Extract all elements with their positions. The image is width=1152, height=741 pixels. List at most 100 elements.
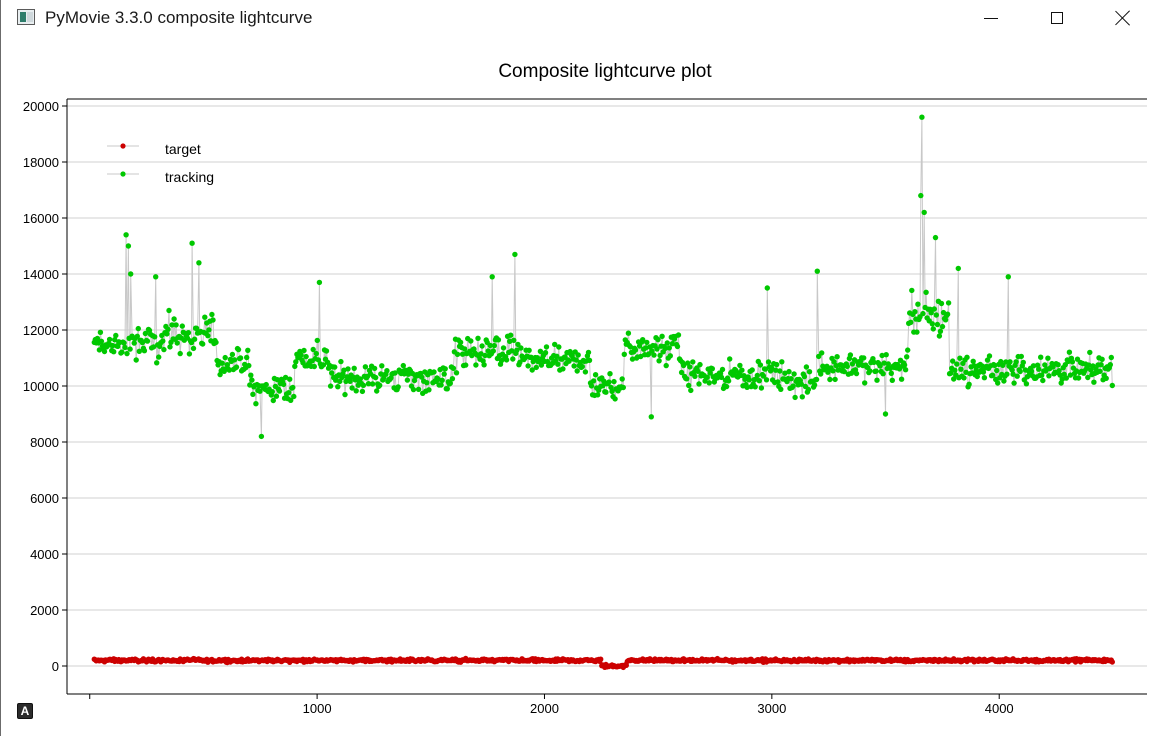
tracking-point bbox=[791, 371, 797, 377]
tracking-point bbox=[643, 345, 649, 351]
tracking-point bbox=[853, 370, 860, 377]
tracking-point bbox=[981, 375, 988, 381]
tracking-point bbox=[961, 375, 967, 381]
tracking-point bbox=[970, 358, 976, 364]
tracking-point bbox=[273, 393, 280, 399]
tracking-point bbox=[678, 369, 685, 376]
tracking-point bbox=[323, 348, 330, 354]
tracking-point bbox=[612, 396, 618, 402]
app-icon-panel-right bbox=[27, 12, 33, 22]
tracking-point bbox=[744, 384, 750, 390]
tracking-point bbox=[395, 384, 401, 390]
tracking-point bbox=[695, 368, 701, 374]
tracking-point bbox=[139, 339, 146, 346]
tracking-point bbox=[680, 362, 687, 369]
tracking-point bbox=[992, 362, 998, 369]
tracking-point bbox=[110, 342, 116, 349]
auto-range-button[interactable]: A bbox=[17, 703, 33, 719]
tracking-point bbox=[542, 350, 549, 356]
tracking-point bbox=[788, 376, 794, 382]
tracking-point bbox=[1017, 368, 1023, 375]
tracking-point bbox=[768, 365, 775, 371]
tracking-point bbox=[235, 346, 242, 353]
tracking-point bbox=[765, 359, 772, 365]
tracking-point bbox=[190, 345, 197, 352]
tracking-point bbox=[723, 383, 730, 390]
tracking-point bbox=[762, 366, 769, 372]
tracking-point bbox=[844, 363, 850, 370]
tracking-point bbox=[362, 364, 369, 370]
tracking-point bbox=[1067, 372, 1074, 378]
tracking-point bbox=[136, 348, 142, 354]
tracking-point bbox=[112, 337, 118, 343]
tracking-point bbox=[1010, 371, 1016, 377]
tracking-point bbox=[1109, 382, 1116, 389]
tracking-point bbox=[518, 345, 524, 351]
tracking-point bbox=[571, 363, 577, 369]
tracking-point bbox=[473, 362, 479, 368]
tracking-point bbox=[508, 332, 514, 338]
tracking-point bbox=[931, 306, 937, 312]
tracking-point bbox=[210, 317, 216, 323]
tracking-point bbox=[555, 361, 561, 367]
legend-target-label: target bbox=[165, 141, 201, 157]
tracking-point bbox=[879, 352, 885, 359]
tracking-point bbox=[1030, 363, 1037, 369]
tracking-point bbox=[131, 340, 137, 346]
title-bar[interactable]: PyMovie 3.3.0 composite lightcurve bbox=[1, 0, 1152, 36]
tracking-point bbox=[662, 345, 668, 352]
plot-widget[interactable]: Composite lightcurve plot 0 2000 4000 6000 8… bbox=[1, 36, 1152, 736]
tracking-point bbox=[958, 366, 964, 372]
tracking-point bbox=[329, 370, 335, 376]
tracking-point bbox=[782, 370, 788, 376]
y-tick-label: 14000 bbox=[23, 267, 59, 282]
tracking-point bbox=[830, 368, 836, 374]
tracking-connector-line bbox=[93, 117, 1113, 437]
y-tick-label: 4000 bbox=[30, 547, 59, 562]
target-point bbox=[1109, 659, 1116, 665]
legend[interactable]: target tracking bbox=[107, 141, 214, 185]
tracking-point bbox=[1040, 377, 1046, 384]
tracking-point bbox=[560, 366, 566, 372]
tracking-point bbox=[286, 390, 292, 396]
tracking-point bbox=[257, 388, 263, 394]
tracking-point bbox=[313, 350, 319, 357]
tracking-point bbox=[656, 358, 662, 364]
tracking-point bbox=[690, 359, 696, 365]
minimize-button[interactable] bbox=[968, 0, 1014, 36]
tracking-point bbox=[369, 381, 376, 387]
lightcurve-chart[interactable]: Composite lightcurve plot 0 2000 4000 6000 8… bbox=[1, 36, 1152, 736]
tracking-point bbox=[276, 388, 283, 394]
pymovie-app-icon[interactable] bbox=[17, 9, 35, 25]
tracking-point bbox=[202, 314, 208, 320]
tracking-point bbox=[811, 382, 818, 388]
tracking-point bbox=[651, 352, 657, 358]
close-button[interactable] bbox=[1100, 0, 1146, 36]
tracking-point bbox=[419, 374, 425, 380]
legend-tracking-marker bbox=[120, 171, 126, 177]
tracking-point bbox=[1003, 359, 1009, 365]
tracking-point bbox=[592, 372, 599, 378]
tracking-point bbox=[971, 363, 977, 369]
tracking-point bbox=[777, 368, 783, 374]
tracking-point bbox=[746, 377, 752, 383]
tracking-point bbox=[153, 274, 159, 280]
tracking-point bbox=[213, 339, 219, 346]
tracking-point bbox=[964, 354, 970, 360]
tracking-point bbox=[119, 349, 125, 355]
tracking-point bbox=[135, 325, 141, 332]
tracking-point bbox=[928, 310, 934, 316]
tracking-point bbox=[1011, 380, 1017, 386]
tracking-point bbox=[332, 364, 338, 370]
tracking-point bbox=[950, 358, 956, 364]
tracking-point bbox=[121, 340, 127, 346]
maximize-button[interactable] bbox=[1034, 0, 1080, 36]
tracking-point bbox=[657, 352, 663, 359]
tracking-point bbox=[511, 337, 517, 343]
tracking-point bbox=[134, 333, 140, 339]
tracking-point bbox=[986, 353, 993, 359]
y-tick-label: 8000 bbox=[30, 435, 59, 450]
tracking-point bbox=[533, 364, 539, 371]
tracking-point bbox=[871, 359, 877, 365]
tracking-point bbox=[905, 347, 911, 353]
